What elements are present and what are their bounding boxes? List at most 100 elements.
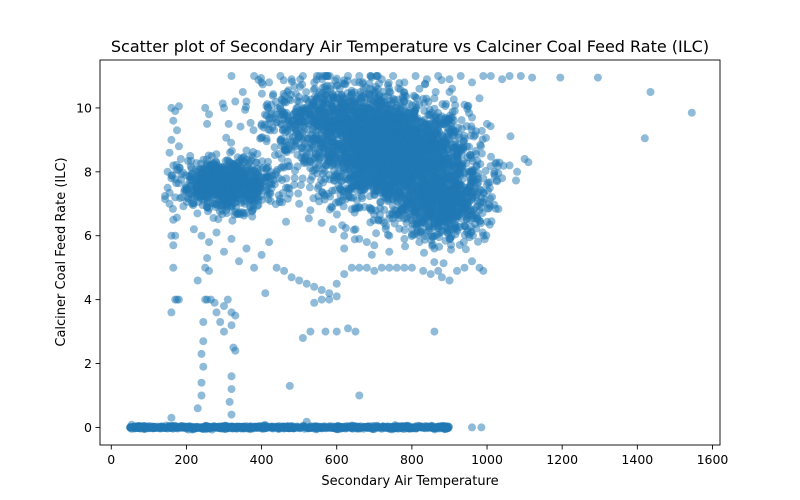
data-point xyxy=(477,149,486,158)
data-point xyxy=(354,126,363,134)
data-point xyxy=(174,179,183,188)
data-point xyxy=(430,258,439,267)
data-point xyxy=(401,242,410,251)
data-point xyxy=(405,134,414,142)
data-point xyxy=(242,146,251,155)
data-point xyxy=(332,210,341,219)
data-point xyxy=(309,154,317,163)
data-point xyxy=(266,197,275,205)
data-point xyxy=(413,219,422,228)
data-point xyxy=(415,165,424,174)
data-point xyxy=(342,135,351,144)
chart-title: Scatter plot of Secondary Air Temperatur… xyxy=(111,37,709,56)
data-point xyxy=(434,109,442,117)
data-point xyxy=(411,100,420,109)
data-point xyxy=(258,157,267,166)
data-point xyxy=(400,181,409,190)
data-point xyxy=(400,226,409,234)
data-point xyxy=(360,203,369,211)
data-point xyxy=(449,185,458,194)
data-point xyxy=(314,192,323,201)
data-point xyxy=(457,116,466,125)
data-point xyxy=(318,88,327,97)
data-point xyxy=(245,183,254,192)
data-point xyxy=(477,126,486,135)
data-point xyxy=(185,172,194,181)
data-point xyxy=(263,190,272,199)
data-point xyxy=(249,126,258,135)
data-point xyxy=(312,72,321,80)
data-point xyxy=(337,113,346,122)
data-point xyxy=(407,232,416,241)
data-point xyxy=(354,169,363,178)
data-point xyxy=(431,88,440,96)
data-point xyxy=(311,133,320,142)
data-point xyxy=(285,189,294,198)
data-point xyxy=(337,185,346,194)
data-point xyxy=(278,176,286,185)
data-point xyxy=(334,197,343,206)
data-point xyxy=(357,179,366,188)
data-point xyxy=(447,124,456,133)
data-point xyxy=(293,162,302,171)
data-point xyxy=(367,121,376,130)
data-point xyxy=(292,129,301,138)
data-point xyxy=(441,200,450,209)
data-point xyxy=(434,162,443,171)
data-point xyxy=(192,159,201,168)
data-point xyxy=(442,100,450,108)
data-point xyxy=(460,134,469,143)
data-point xyxy=(227,146,236,155)
data-point xyxy=(460,169,469,178)
data-point xyxy=(317,130,326,139)
data-point xyxy=(365,177,374,186)
data-point xyxy=(264,157,272,166)
data-point xyxy=(353,196,361,205)
data-point xyxy=(417,123,426,132)
data-point xyxy=(391,153,400,162)
data-point xyxy=(311,93,319,101)
data-point xyxy=(218,162,227,171)
data-point xyxy=(409,91,418,100)
data-point xyxy=(365,138,374,147)
data-point xyxy=(204,151,213,160)
data-point xyxy=(388,214,397,223)
data-point xyxy=(387,106,396,115)
data-point xyxy=(472,150,481,158)
data-point xyxy=(330,176,338,185)
data-point xyxy=(271,151,279,159)
data-point xyxy=(475,216,484,225)
data-point xyxy=(412,116,421,125)
data-point xyxy=(405,113,414,122)
data-point xyxy=(369,86,377,94)
data-point xyxy=(414,183,423,192)
data-point xyxy=(428,118,437,126)
data-point xyxy=(414,226,423,235)
data-point xyxy=(427,178,436,187)
data-point xyxy=(412,150,421,158)
data-point xyxy=(350,113,359,122)
data-point xyxy=(317,105,326,114)
data-point xyxy=(433,199,442,208)
data-point xyxy=(426,192,435,201)
data-point xyxy=(449,95,458,104)
data-point xyxy=(455,241,464,249)
data-point xyxy=(420,248,428,257)
data-point xyxy=(355,72,364,80)
data-point xyxy=(278,126,287,135)
data-point xyxy=(410,107,419,116)
data-point xyxy=(255,176,264,185)
data-point xyxy=(433,153,442,162)
data-point xyxy=(259,163,268,172)
data-point xyxy=(439,259,448,268)
data-point xyxy=(358,149,367,158)
data-point xyxy=(360,110,369,119)
data-point xyxy=(422,213,431,221)
data-point xyxy=(387,139,396,148)
data-point xyxy=(328,150,337,159)
data-point xyxy=(359,104,367,113)
data-point xyxy=(262,170,271,179)
data-point xyxy=(383,197,392,206)
data-point xyxy=(434,125,442,134)
